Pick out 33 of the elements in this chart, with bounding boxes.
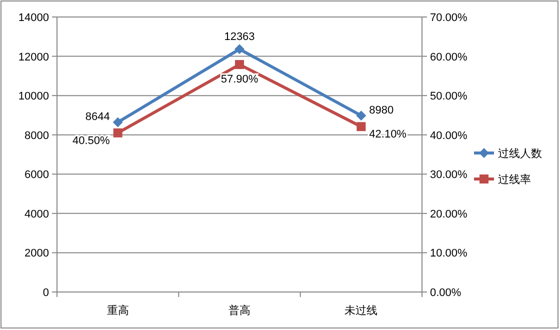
data-label: 40.50%	[72, 134, 110, 147]
y-tick-label: 6000	[24, 169, 49, 182]
legend-label: 过线率	[498, 173, 531, 186]
point	[113, 128, 122, 138]
x-tick-label: 普高	[228, 304, 250, 317]
legend-label: 过线人数	[498, 147, 542, 160]
y-tick-label: 2000	[24, 248, 49, 260]
y2-tick-label: 50.00%	[430, 90, 468, 103]
point	[356, 122, 366, 132]
y-tick-label: 12000	[18, 51, 49, 64]
point	[234, 44, 244, 54]
y2-tick-label: 70.00%	[430, 12, 468, 24]
x-tick-label: 未过线	[344, 304, 378, 317]
y2-tick-label: 0.00%	[430, 287, 462, 299]
x-tick-label: 重高	[106, 304, 129, 317]
y-tick-label: 4000	[24, 208, 49, 220]
y2-tick-label: 40.00%	[430, 130, 468, 142]
y-tick-label: 10000	[18, 90, 49, 103]
y-tick-label: 8000	[24, 130, 49, 142]
point	[356, 110, 366, 121]
point	[112, 117, 123, 128]
y2-tick-label: 60.00%	[430, 51, 468, 64]
data-label: 42.10%	[369, 128, 407, 141]
data-label: 8980	[369, 104, 394, 117]
y-tick-label: 0	[42, 287, 49, 299]
y2-tick-label: 20.00%	[430, 208, 468, 220]
y-tick-label: 14000	[18, 12, 49, 24]
y2-tick-label: 30.00%	[430, 169, 468, 182]
data-label: 12363	[224, 31, 255, 44]
point	[235, 60, 244, 70]
data-label: 8644	[85, 111, 110, 124]
y2-tick-label: 10.00%	[430, 248, 468, 260]
data-label: 57.90%	[220, 74, 258, 86]
